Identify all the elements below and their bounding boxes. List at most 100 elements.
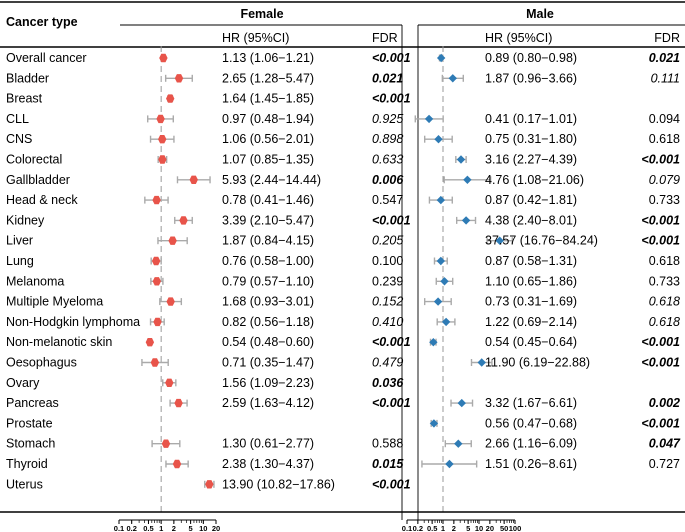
- male-panel-title: Male: [526, 7, 554, 21]
- female-tick-label-3: 1: [159, 524, 163, 532]
- row-15-female-fdr: 0.479: [372, 356, 403, 370]
- male-tick-label-2: 0.5: [427, 524, 437, 532]
- male-fdr-header: FDR: [654, 31, 680, 45]
- row-17-female-hr-text: 2.59 (1.63−4.12): [222, 396, 314, 410]
- row-6-male-fdr: 0.079: [649, 173, 680, 187]
- row-14-label: Non-melanotic skin: [6, 335, 112, 349]
- row-18-male-fdr: <0.001: [641, 416, 680, 430]
- row-13-male-hr-text: 1.22 (0.69−2.14): [485, 315, 577, 329]
- row-4-male-fdr: 0.618: [649, 132, 680, 146]
- row-10-male-point: [436, 256, 446, 266]
- row-15-male-point: [477, 358, 486, 367]
- female-tick-label-4: 2: [172, 524, 176, 532]
- row-14-female-hr-text: 0.54 (0.48−0.60): [222, 335, 314, 349]
- row-18-male-hr-text: 0.56 (0.47−0.68): [485, 416, 577, 430]
- row-6-male-hr-text: 4.76 (1.08−21.06): [485, 173, 584, 187]
- row-9-female-hr-text: 1.87 (0.84−4.15): [222, 234, 314, 248]
- row-11-male-fdr: 0.733: [649, 274, 680, 288]
- row-11-female-hr-text: 0.79 (0.57−1.10): [222, 274, 314, 288]
- row-7-female-point: [152, 195, 161, 205]
- row-13-label: Non-Hodgkin lymphoma: [6, 315, 140, 329]
- row-3-male-point: [424, 114, 434, 124]
- row-4-label: CNS: [6, 132, 32, 146]
- row-20-male-fdr: 0.727: [649, 457, 680, 471]
- row-19-female-point: [161, 439, 171, 448]
- row-20-female-hr-text: 2.38 (1.30−4.37): [222, 457, 314, 471]
- row-7-female-hr-text: 0.78 (0.41−1.46): [222, 193, 314, 207]
- row-7-female-fdr: 0.547: [372, 193, 403, 207]
- row-20-female-point: [172, 459, 182, 469]
- row-16-label: Ovary: [6, 376, 40, 390]
- female-tick-label-2: 0.5: [143, 524, 153, 532]
- row-19-male-fdr: 0.047: [649, 437, 681, 451]
- row-12-male-fdr: 0.618: [649, 295, 680, 309]
- row-7-label: Head & neck: [6, 193, 78, 207]
- row-17-male-point: [457, 398, 466, 408]
- row-5-male-point: [456, 155, 466, 164]
- row-11-male-hr-text: 1.10 (0.65−1.86): [485, 274, 577, 288]
- row-8-male-fdr: <0.001: [641, 213, 680, 227]
- row-14-male-point: [429, 338, 438, 347]
- row-12-male-hr-text: 0.73 (0.31−1.69): [485, 295, 577, 309]
- row-10-male-hr-text: 0.87 (0.58−1.31): [485, 254, 577, 268]
- row-21-female-hr-text: 13.90 (10.82−17.86): [222, 477, 335, 491]
- row-4-female-hr-text: 1.06 (0.56−2.01): [222, 132, 314, 146]
- female-hr-header: HR (95%CI): [222, 31, 289, 45]
- row-13-male-fdr: 0.618: [649, 315, 680, 329]
- row-16-female-point: [165, 378, 174, 387]
- row-12-male-point: [433, 297, 443, 306]
- row-9-label: Liver: [6, 234, 33, 248]
- row-4-female-fdr: 0.898: [372, 132, 403, 146]
- row-7-male-fdr: 0.733: [649, 193, 680, 207]
- row-19-female-fdr: 0.588: [372, 437, 403, 451]
- row-17-male-fdr: 0.002: [649, 396, 680, 410]
- row-18-male-point: [429, 419, 439, 428]
- row-8-female-point: [179, 216, 188, 225]
- row-10-female-point: [151, 256, 161, 266]
- male-tick-label-7: 20: [486, 524, 494, 532]
- row-15-male-hr-text: 11.90 (6.19−22.88): [485, 356, 590, 370]
- row-11-male-point: [440, 277, 449, 286]
- female-tick-label-7: 20: [212, 524, 220, 532]
- row-0-female-point: [159, 53, 168, 63]
- row-8-female-fdr: <0.001: [372, 213, 411, 227]
- row-14-male-hr-text: 0.54 (0.45−0.64): [485, 335, 577, 349]
- male-tick-label-8: 50: [500, 524, 508, 532]
- row-5-female-fdr: 0.633: [372, 153, 403, 167]
- row-5-female-hr-text: 1.07 (0.85−1.35): [222, 153, 314, 167]
- male-tick-label-6: 10: [475, 524, 483, 532]
- male-tick-label-4: 2: [452, 524, 456, 532]
- row-12-female-fdr: 0.152: [372, 295, 403, 309]
- row-20-male-point: [445, 459, 454, 469]
- row-16-female-fdr: 0.036: [372, 376, 404, 390]
- row-6-male-point: [463, 175, 472, 184]
- row-11-female-point: [152, 277, 162, 286]
- row-15-female-point: [150, 358, 160, 367]
- row-20-female-fdr: 0.015: [372, 457, 404, 471]
- row-15-male-fdr: <0.001: [641, 356, 680, 370]
- row-1-label: Bladder: [6, 71, 49, 85]
- row-17-female-fdr: <0.001: [372, 396, 411, 410]
- row-21-label: Uterus: [6, 477, 43, 491]
- row-12-female-hr-text: 1.68 (0.93−3.01): [222, 295, 314, 309]
- row-8-label: Kidney: [6, 213, 45, 227]
- row-12-female-point: [166, 297, 175, 306]
- row-13-female-point: [153, 317, 162, 327]
- male-tick-label-1: 0.2: [413, 524, 423, 532]
- row-18-label: Prostate: [6, 416, 53, 430]
- row-13-male-point: [441, 317, 451, 327]
- row-3-label: CLL: [6, 112, 29, 126]
- row-1-male-fdr: 0.111: [651, 71, 680, 85]
- row-2-female-hr-text: 1.64 (1.45−1.85): [222, 92, 314, 106]
- row-4-male-point: [434, 135, 443, 144]
- row-3-male-fdr: 0.094: [649, 112, 680, 126]
- row-10-label: Lung: [6, 254, 34, 268]
- row-16-female-hr-text: 1.56 (1.09−2.23): [222, 376, 314, 390]
- row-6-female-point: [189, 175, 198, 184]
- row-3-female-hr-text: 0.97 (0.48−1.94): [222, 112, 314, 126]
- row-0-label: Overall cancer: [6, 51, 87, 65]
- row-6-female-hr-text: 5.93 (2.44−14.44): [222, 173, 321, 187]
- row-1-male-hr-text: 1.87 (0.96−3.66): [485, 71, 577, 85]
- row-19-label: Stomach: [6, 437, 55, 451]
- row-5-label: Colorectal: [6, 153, 62, 167]
